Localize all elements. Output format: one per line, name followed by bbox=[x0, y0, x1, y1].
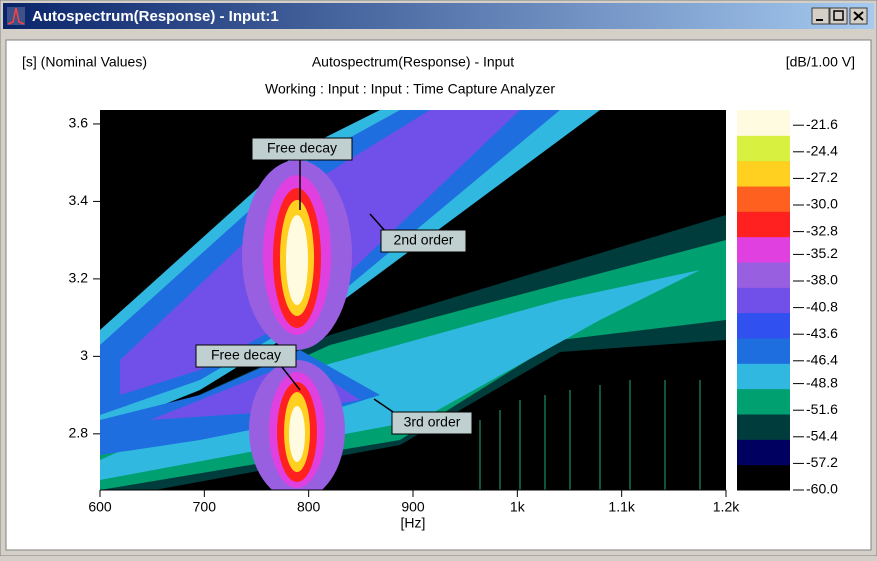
close-button[interactable] bbox=[849, 7, 868, 25]
y-tick-label: 3.4 bbox=[69, 192, 89, 208]
x-tick-label: 1.1k bbox=[608, 499, 635, 515]
colorbar-tick-label: -21.6 bbox=[806, 116, 838, 132]
annotation-label: 2nd order bbox=[394, 232, 454, 248]
annotation-box bbox=[380, 229, 467, 253]
colorbar-tick-label: -57.2 bbox=[806, 454, 838, 470]
minimize-button[interactable] bbox=[811, 7, 830, 25]
x-axis-label: [Hz] bbox=[401, 515, 426, 531]
x-tick-label: 700 bbox=[193, 499, 217, 515]
colorbar-tick-label: -24.4 bbox=[806, 143, 838, 159]
x-tick-label: 600 bbox=[88, 499, 112, 515]
annotation-box bbox=[195, 344, 297, 368]
app-icon bbox=[7, 7, 25, 25]
colorbar-band bbox=[737, 312, 790, 339]
colorbar-tick-label: -40.8 bbox=[806, 298, 838, 314]
colorbar-band bbox=[737, 110, 790, 136]
colorbar-band bbox=[737, 388, 790, 415]
y-tick-label: 3.6 bbox=[69, 115, 89, 131]
title-bar bbox=[3, 3, 874, 29]
colorbar-tick-label: -43.6 bbox=[806, 325, 838, 341]
annotation-label: 3rd order bbox=[404, 414, 461, 430]
colorbar-tick-label: -51.6 bbox=[806, 401, 838, 417]
window-title: Autospectrum(Response) - Input:1 bbox=[32, 8, 279, 25]
colorbar-band bbox=[737, 338, 790, 364]
colorbar-tick-label: -30.0 bbox=[806, 196, 838, 212]
colorbar-band bbox=[737, 439, 790, 466]
annotation-leader bbox=[281, 366, 301, 391]
colorbar-band bbox=[737, 363, 790, 390]
colorbar-tick-label: -38.0 bbox=[806, 272, 838, 288]
x-tick-label: 900 bbox=[401, 499, 425, 515]
colorbar-label: [dB/1.00 V] bbox=[786, 54, 855, 70]
y-tick-label: 3.2 bbox=[69, 270, 89, 286]
colorbar-band bbox=[737, 211, 790, 238]
colorbar-tick-label: -46.4 bbox=[806, 352, 838, 368]
annotation-box bbox=[251, 137, 353, 161]
colorbar-tick-label: -27.2 bbox=[806, 169, 838, 185]
colorbar-band bbox=[737, 236, 790, 263]
maximize-button[interactable] bbox=[829, 7, 848, 25]
chart-title: Autospectrum(Response) - Input bbox=[312, 54, 514, 70]
colorbar-band bbox=[737, 414, 790, 440]
chart-subtitle: Working : Input : Input : Time Capture A… bbox=[265, 81, 555, 97]
heatmap bbox=[100, 110, 726, 490]
colorbar-tick-label: -48.8 bbox=[806, 374, 838, 390]
colorbar-band bbox=[737, 186, 790, 212]
annotation-label: Free decay bbox=[267, 140, 337, 156]
colorbar-band bbox=[737, 464, 790, 491]
x-tick-label: 1.2k bbox=[713, 499, 740, 515]
colorbar-band bbox=[737, 160, 790, 187]
colorbar-tick-label: -35.2 bbox=[806, 245, 838, 261]
annotation-box bbox=[391, 411, 473, 435]
x-tick-label: 1k bbox=[510, 499, 526, 515]
colorbar-tick-label: -32.8 bbox=[806, 222, 838, 238]
y-axis-label: [s] (Nominal Values) bbox=[22, 54, 147, 70]
y-tick-label: 3 bbox=[80, 347, 88, 363]
annotation-leader bbox=[369, 213, 387, 233]
colorbar-band bbox=[737, 135, 790, 162]
colorbar-band bbox=[737, 287, 790, 314]
annotation-label: Free decay bbox=[211, 347, 281, 363]
colorbar-band bbox=[737, 262, 790, 288]
colorbar-tick-label: -54.4 bbox=[806, 428, 838, 444]
colorbar-tick-label: -60.0 bbox=[806, 481, 838, 497]
x-tick-label: 800 bbox=[297, 499, 321, 515]
y-tick-label: 2.8 bbox=[69, 425, 89, 441]
